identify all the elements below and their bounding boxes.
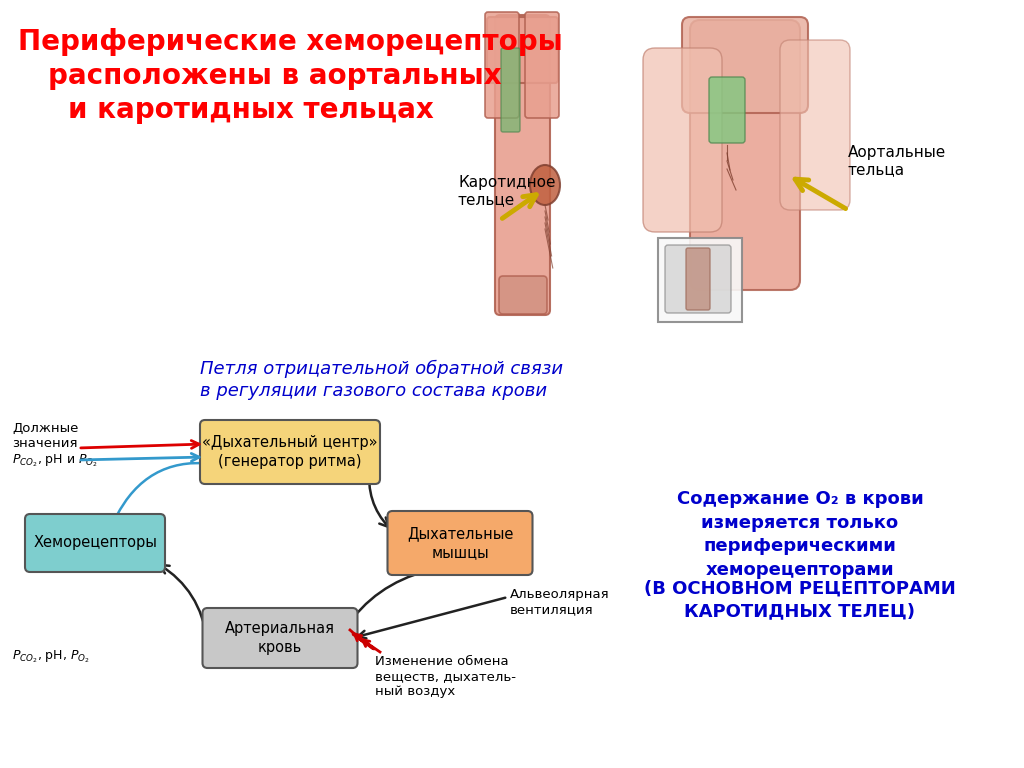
FancyBboxPatch shape (499, 276, 547, 314)
Text: $P_{CO_2}$, pH, $P_{O_2}$: $P_{CO_2}$, pH, $P_{O_2}$ (12, 648, 90, 664)
FancyBboxPatch shape (501, 48, 520, 132)
Text: в регуляции газового состава крови: в регуляции газового состава крови (200, 382, 547, 400)
FancyBboxPatch shape (709, 77, 745, 143)
FancyBboxPatch shape (200, 420, 380, 484)
Text: Содержание О₂ в крови
измеряется только
периферическими
хеморецепторами: Содержание О₂ в крови измеряется только … (677, 490, 924, 579)
Text: и каротидных тельцах: и каротидных тельцах (68, 96, 434, 124)
Text: Каротидное
тельце: Каротидное тельце (458, 175, 555, 207)
Ellipse shape (530, 165, 560, 205)
FancyBboxPatch shape (203, 608, 357, 668)
Text: (В ОСНОВНОМ РЕЦЕПТОРАМИ
КАРОТИДНЫХ ТЕЛЕЦ): (В ОСНОВНОМ РЕЦЕПТОРАМИ КАРОТИДНЫХ ТЕЛЕЦ… (644, 580, 955, 621)
FancyBboxPatch shape (485, 12, 519, 118)
Text: $P_{CO_2}$, pH и $P_{O_2}$: $P_{CO_2}$, pH и $P_{O_2}$ (12, 452, 98, 468)
Text: Артериальная
кровь: Артериальная кровь (225, 621, 335, 655)
FancyBboxPatch shape (495, 15, 550, 315)
FancyBboxPatch shape (387, 511, 532, 575)
FancyBboxPatch shape (25, 514, 165, 572)
Text: «Дыхательный центр»
(генератор ритма): «Дыхательный центр» (генератор ритма) (203, 435, 378, 468)
Text: Альвеолярная
вентиляция: Альвеолярная вентиляция (510, 588, 609, 616)
Text: Петля отрицательной обратной связи: Петля отрицательной обратной связи (200, 360, 563, 379)
FancyBboxPatch shape (690, 20, 800, 290)
Text: Хеморецепторы: Хеморецепторы (33, 535, 157, 551)
FancyBboxPatch shape (682, 17, 808, 113)
FancyBboxPatch shape (658, 238, 742, 322)
Text: Периферические хеморецепторы: Периферические хеморецепторы (18, 28, 563, 56)
FancyBboxPatch shape (525, 12, 559, 118)
FancyBboxPatch shape (665, 245, 731, 313)
Text: Изменение обмена
веществ, дыхатель-
ный воздух: Изменение обмена веществ, дыхатель- ный … (375, 655, 516, 698)
Text: Должные
значения: Должные значения (12, 422, 79, 450)
Text: расположены в аортальных: расположены в аортальных (48, 62, 502, 90)
Text: Аортальные
тельца: Аортальные тельца (848, 145, 946, 177)
FancyBboxPatch shape (643, 48, 722, 232)
Text: Дыхательные
мышцы: Дыхательные мышцы (407, 526, 513, 560)
FancyBboxPatch shape (686, 248, 710, 310)
FancyBboxPatch shape (487, 17, 558, 83)
FancyBboxPatch shape (780, 40, 850, 210)
